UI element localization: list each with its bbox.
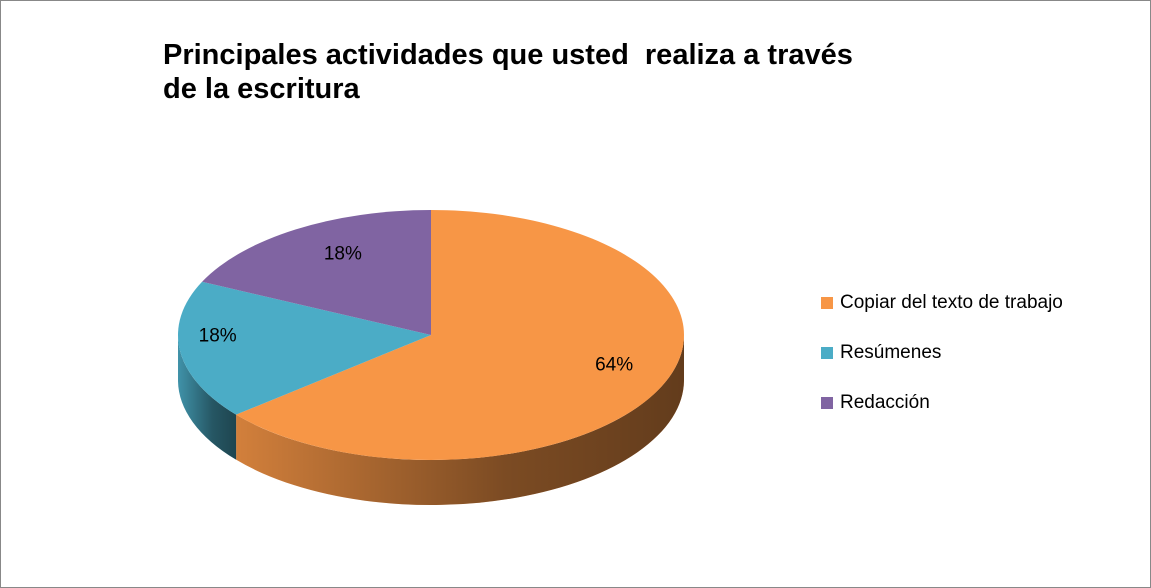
legend-swatch — [821, 297, 833, 309]
data-label: 18% — [324, 243, 362, 264]
chart-title: Principales actividades que usted realiz… — [163, 39, 861, 105]
legend-label: Resúmenes — [840, 342, 941, 363]
data-label: 18% — [199, 325, 237, 346]
pie-slice — [202, 210, 431, 335]
legend-label: Copiar del texto de trabajo — [840, 292, 1063, 313]
pie-side-shade — [236, 335, 684, 506]
legend-swatch — [821, 397, 833, 409]
data-label: 64% — [595, 355, 633, 376]
pie-side-shade — [178, 335, 237, 460]
pie-slice — [177, 281, 431, 415]
pie-slice — [236, 210, 684, 460]
legend-label: Redacción — [840, 392, 930, 413]
legend-swatch — [821, 347, 833, 359]
